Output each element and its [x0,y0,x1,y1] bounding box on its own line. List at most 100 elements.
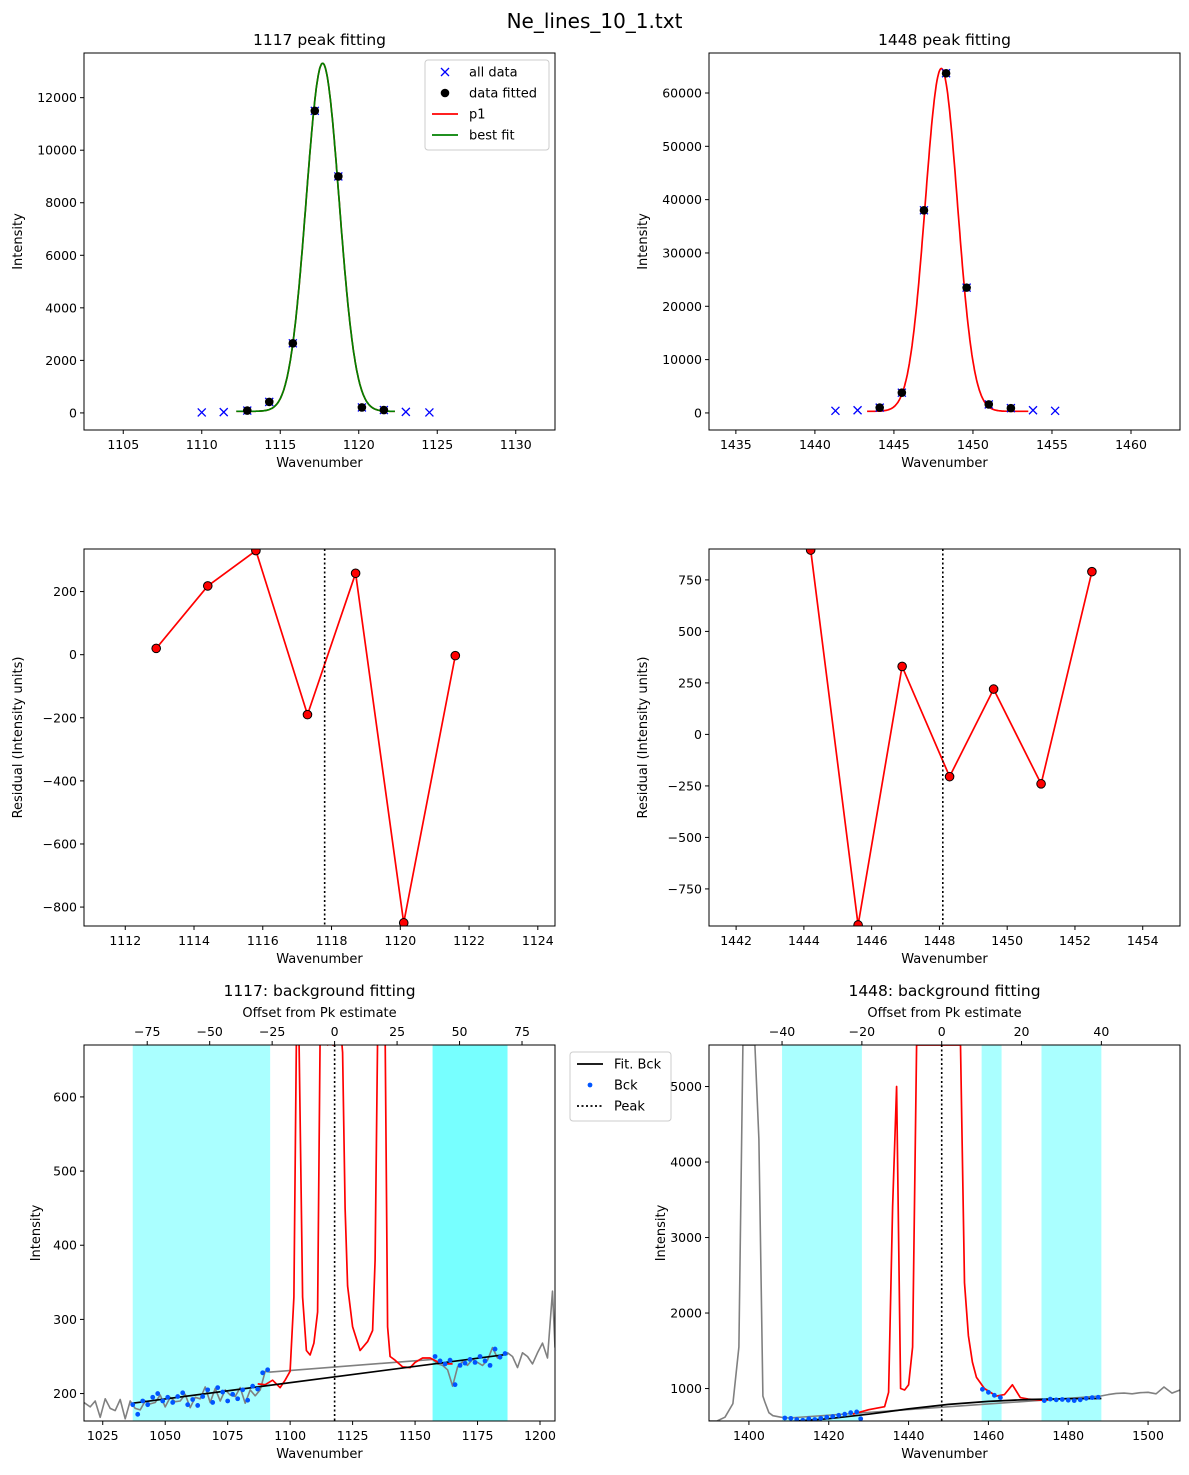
top-x-tick-label: 0 [938,1024,946,1039]
bck-point [155,1391,161,1396]
fitted-data-point [334,172,343,181]
plot-area [197,62,434,417]
x-tick-label: 1116 [247,933,279,948]
bck-point [432,1354,438,1359]
bck-point [497,1354,503,1360]
x-tick-label: 1450 [957,437,989,452]
all-data-marker [1028,405,1038,415]
y-tick-label: 500 [678,624,702,639]
x-tick-label: 1445 [878,437,910,452]
x-tick-label: 1050 [149,1428,181,1443]
y-tick-label: 500 [53,1164,77,1179]
curve-best-fit [236,62,396,413]
bck-point [848,1410,854,1416]
bck-point [205,1387,211,1393]
x-axis-label: Wavenumber [901,952,988,967]
bck-point [836,1412,842,1418]
bck-point [220,1389,226,1395]
y-tick-label: 0 [69,405,77,420]
x-axis-label: Wavenumber [276,952,363,967]
top-x-tick-label: −75 [134,1024,160,1039]
top-x-tick-label: −40 [769,1024,795,1039]
y-tick-label: 600 [53,1089,77,1104]
x-tick-label: 1440 [799,437,831,452]
x-axis-label: Wavenumber [901,1447,988,1462]
x-tick-label: 1455 [1036,437,1068,452]
x-tick-label: 1400 [733,1428,765,1443]
axes-frame [83,52,556,431]
axes-frame [83,548,556,927]
legend-label: all data [469,66,518,81]
y-tick-label: −500 [668,830,702,845]
bck-point [487,1362,493,1368]
bck-point [854,1409,860,1415]
legend-label: Peak [614,1100,645,1115]
chart-r1117: 1112 1114 1116 1118 1120 1122 1124 −800 −600 −400… [11,548,556,967]
bck-point [452,1382,458,1388]
y-tick-label: 3000 [670,1230,702,1245]
y-tick-label: 1000 [670,1381,702,1396]
fitted-data-point [962,283,971,292]
x-tick-label: 1122 [453,933,485,948]
bck-point [457,1362,463,1368]
bck-point [255,1386,261,1392]
y-axis-label: Intensity [654,1204,669,1261]
y-tick-label: 0 [694,405,702,420]
top-x-axis-label: Offset from Pk estimate [242,1006,396,1021]
fitted-data-point [941,68,951,78]
legend-label: p1 [469,108,486,123]
bck-point [794,1417,800,1421]
x-tick-label: 1025 [87,1428,119,1443]
bck-point [1071,1398,1077,1404]
top-x-tick-label: 0 [331,1024,339,1039]
y-tick-label: 60000 [662,85,702,100]
x-tick-label: 1112 [109,933,141,948]
y-tick-label: −600 [43,836,77,851]
x-tick-label: 1420 [813,1428,845,1443]
legend: all data data fitted p1 best fit [424,59,550,151]
fitted-data-point [379,405,389,415]
chart-title: 1448: background fitting [848,982,1040,1000]
curve-p1 [866,67,1029,413]
all-data-marker [424,407,434,417]
bck-point [180,1390,186,1396]
all-data-marker [1050,406,1060,416]
fitted-data-point [897,388,907,397]
background-region [132,1045,271,1421]
raw-data-line [709,1045,1180,1421]
panels: 1105 1110 1115 1120 1125 11300200040006000800… [11,31,1181,1462]
top-x-tick-label: −20 [849,1024,875,1039]
bck-point [160,1398,166,1404]
x-axis-label: Wavenumber [276,456,363,471]
bck-point [1083,1395,1089,1401]
chart-p1117: 1105 1110 1115 1120 1125 1130 0 2000 4000 6000 800… [11,31,556,471]
bck-point [842,1411,848,1417]
x-axis-label: Wavenumber [276,1447,363,1462]
bck-point [200,1394,206,1399]
bck-point [225,1398,231,1404]
y-tick-label: 2000 [670,1306,702,1321]
axes-frame [708,52,1181,431]
bck-point [145,1402,151,1408]
residual-point [151,643,161,654]
y-tick-label: 10000 [662,352,702,367]
x-tick-label: 1115 [264,437,296,452]
legend-label: data fitted [469,87,537,102]
bck-point [800,1417,806,1421]
bck-point [482,1358,488,1364]
residual-point [853,920,863,926]
bck-point [135,1411,141,1417]
bck-point [991,1392,997,1398]
bck-point [447,1357,453,1363]
bck-point [195,1403,201,1408]
peak-data-line [257,1045,453,1389]
y-tick-label: 40000 [662,192,702,207]
bck-point [818,1415,824,1421]
x-tick-label: 1120 [343,437,375,452]
x-tick-label: 1120 [384,933,416,948]
plot-area [84,1045,555,1421]
bck-point [492,1346,498,1352]
legend-label: Bck [614,1079,638,1094]
bck-point [477,1354,483,1359]
